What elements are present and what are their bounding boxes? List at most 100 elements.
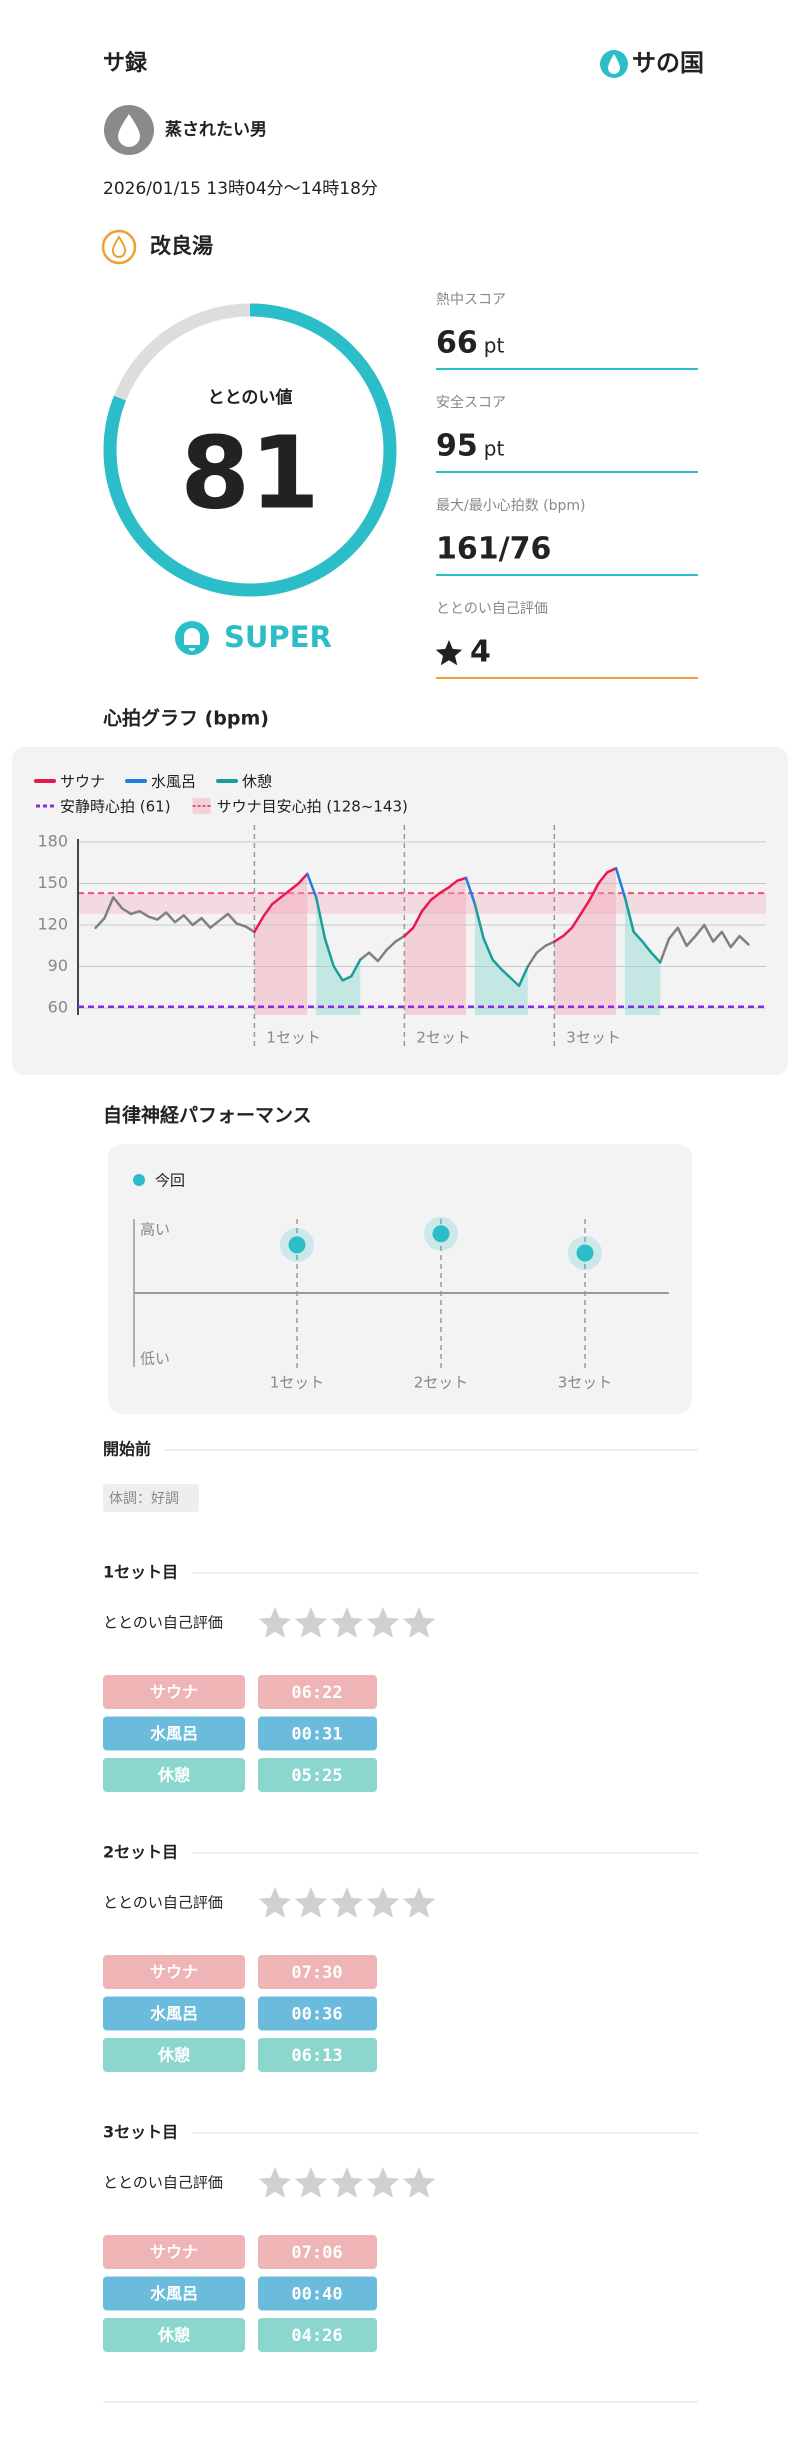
- chart-title: 自律神経パフォーマンス: [103, 1104, 312, 1127]
- phase-name-cell: [103, 1716, 245, 1751]
- condition-chip: [103, 1484, 199, 1512]
- dot: [432, 1225, 450, 1243]
- phase-name-cell: [103, 1955, 245, 1989]
- phase-time: 00:36: [291, 2005, 342, 2025]
- area: [316, 897, 661, 1015]
- legend-label: サウナ目安心拍 (128~143): [217, 798, 408, 816]
- legend-label: 今回: [155, 1172, 185, 1190]
- logo-drop: [608, 54, 620, 74]
- phase-time-cell: [258, 1675, 377, 1709]
- phase-name: サウナ: [150, 1683, 198, 1702]
- facility-icon: [101, 229, 137, 265]
- phase-name: 水風呂: [150, 1724, 198, 1743]
- rating-star: [366, 2167, 400, 2198]
- heart-chart-card: [12, 747, 788, 1075]
- rating-label: ととのい自己評価: [103, 1894, 223, 1912]
- phase-time-cell: [258, 1758, 377, 1792]
- phase-time: 04:26: [291, 2326, 342, 2346]
- x-tick-label: 1セット: [270, 1374, 325, 1392]
- score-value: 4: [470, 635, 491, 670]
- phase-time: 06:13: [291, 2046, 342, 2066]
- score-value: 95: [436, 429, 478, 464]
- phase-name-cell: [103, 1675, 245, 1709]
- gauge-label: ととのい値: [208, 387, 293, 408]
- phase-time: 07:06: [291, 2243, 342, 2263]
- set-label: 2セット: [416, 1029, 471, 1047]
- phase-time: 00:40: [291, 2285, 342, 2305]
- rating-star: [366, 1887, 400, 1918]
- phase-time-cell: [258, 2038, 377, 2072]
- section-title: 開始前: [103, 1440, 151, 1459]
- rating-star: [258, 1887, 292, 1918]
- legend-label: 安静時心拍 (61): [60, 798, 171, 816]
- page-title: サ録: [103, 50, 148, 76]
- y-high-label: 高い: [140, 1221, 170, 1239]
- chart-title: 心拍グラフ (bpm): [103, 707, 269, 730]
- phase-name: 水風呂: [150, 2284, 198, 2303]
- area: [254, 868, 617, 1015]
- section-title: 2セット目: [103, 1843, 178, 1862]
- score-value: 66: [436, 326, 478, 361]
- line: [306, 866, 627, 906]
- legend-swatch: [192, 798, 211, 814]
- score-label: 最大/最小心拍数 (bpm): [436, 498, 586, 514]
- logo-text: サの国: [632, 49, 704, 77]
- performance-card: [108, 1144, 692, 1414]
- phase-name: 休憩: [157, 2326, 190, 2345]
- score-unit: pt: [484, 437, 505, 461]
- phase-name: 水風呂: [150, 2004, 198, 2023]
- section-title: 3セット目: [103, 2123, 178, 2142]
- phase-time-cell: [258, 2318, 377, 2352]
- phase-name: 休憩: [157, 1766, 190, 1785]
- score-label: 安全スコア: [436, 394, 506, 411]
- phase-time-cell: [258, 2276, 377, 2311]
- phase-name-cell: [103, 2235, 245, 2269]
- phase-name-cell: [103, 1996, 245, 2031]
- phase-name-cell: [103, 2038, 245, 2072]
- set-label: 1セット: [266, 1029, 321, 1047]
- user-name: 蒸されたい男: [165, 120, 267, 140]
- rating-star: [402, 1887, 436, 1918]
- phase-time: 06:22: [291, 1683, 342, 1703]
- rating-label: ととのい自己評価: [103, 2174, 223, 2192]
- legend-label: 水風呂: [151, 773, 196, 791]
- rating-star: [330, 2167, 364, 2198]
- phase-time: 00:31: [291, 1725, 342, 1745]
- dot: [576, 1244, 594, 1262]
- y-tick-label: 60: [48, 998, 68, 1017]
- legend-dot: [133, 1174, 145, 1186]
- facility-flame: [111, 235, 127, 258]
- rating-star: [258, 1607, 292, 1638]
- y-tick-label: 150: [37, 873, 68, 892]
- rank-text: SUPER: [224, 620, 332, 654]
- phase-time: 07:30: [291, 1963, 342, 1983]
- phase-time-cell: [258, 1955, 377, 1989]
- facility-name: 改良湯: [150, 234, 213, 258]
- gauge-value: 81: [180, 414, 319, 531]
- phase-name: サウナ: [150, 2243, 198, 2262]
- rating-star: [294, 1887, 328, 1918]
- score-label: ととのい自己評価: [436, 601, 548, 617]
- condition-text: 体調：好調: [109, 1491, 179, 1507]
- phase-name: サウナ: [150, 1963, 198, 1982]
- score-value: 161/76: [436, 532, 551, 567]
- rating-label: ととのい自己評価: [103, 1614, 223, 1632]
- legend-label: 休憩: [242, 773, 272, 791]
- line: [253, 866, 618, 943]
- y-tick-label: 120: [37, 915, 68, 934]
- gauge-arc: [103, 303, 397, 597]
- phase-name: 休憩: [157, 2046, 190, 2065]
- rating-star: [330, 1887, 364, 1918]
- section-title: 1セット目: [103, 1563, 178, 1582]
- dot: [288, 1236, 306, 1254]
- y-low-label: 低い: [140, 1350, 170, 1368]
- rating-star: [294, 2167, 328, 2198]
- score-unit: pt: [484, 334, 505, 358]
- line: [314, 896, 662, 988]
- target-band: [78, 893, 766, 914]
- y-tick-label: 90: [48, 956, 68, 975]
- phase-time-cell: [258, 2235, 377, 2269]
- line: [94, 896, 750, 968]
- avatar-drop: [118, 114, 140, 147]
